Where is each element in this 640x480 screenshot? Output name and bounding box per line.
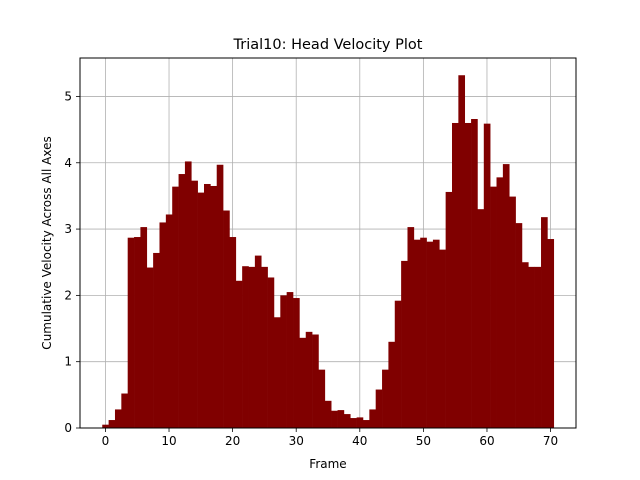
x-axis-ticks: 0 10 20 30 40 50 60 70 xyxy=(102,428,558,448)
bar xyxy=(140,227,148,428)
bar xyxy=(490,186,497,428)
bar xyxy=(216,164,224,428)
bar xyxy=(382,369,389,428)
bar xyxy=(146,267,154,428)
y-tick-label: 1 xyxy=(64,355,72,369)
x-tick-label: 70 xyxy=(543,434,558,448)
bar xyxy=(343,414,351,428)
bar xyxy=(420,237,427,428)
bar xyxy=(369,409,376,428)
bar xyxy=(356,417,364,428)
bar xyxy=(184,161,192,428)
bar xyxy=(153,252,160,428)
bar xyxy=(331,410,338,428)
bar xyxy=(445,191,453,428)
x-tick-label: 10 xyxy=(161,434,176,448)
bar xyxy=(401,260,408,428)
bar xyxy=(407,227,415,428)
bar xyxy=(324,400,332,428)
bar xyxy=(248,266,256,428)
x-tick-label: 20 xyxy=(225,434,240,448)
y-axis-ticks: 0 1 2 3 4 5 xyxy=(64,89,80,435)
bar xyxy=(127,237,135,428)
x-tick-label: 0 xyxy=(102,434,110,448)
bar xyxy=(261,266,268,428)
bar xyxy=(471,119,478,428)
bar xyxy=(337,410,345,428)
bar xyxy=(541,217,548,428)
x-axis-label: Frame xyxy=(309,457,346,471)
y-tick-label: 4 xyxy=(64,156,72,170)
bar xyxy=(121,393,128,428)
x-tick-label: 50 xyxy=(416,434,431,448)
bar xyxy=(547,239,555,428)
bar xyxy=(223,210,230,428)
bar xyxy=(273,317,281,428)
bar xyxy=(413,239,421,428)
y-tick-label: 5 xyxy=(64,89,72,103)
bar xyxy=(293,298,300,428)
y-tick-label: 2 xyxy=(64,288,72,302)
bar xyxy=(280,295,287,428)
bar xyxy=(350,418,357,428)
bar xyxy=(286,292,294,428)
bar xyxy=(134,237,141,428)
bar xyxy=(509,196,516,428)
bar xyxy=(254,255,262,428)
bar xyxy=(426,241,434,428)
bar xyxy=(375,389,383,428)
bar xyxy=(204,183,211,428)
plot-frame xyxy=(79,57,577,429)
x-tick-label: 30 xyxy=(289,434,304,448)
bar xyxy=(515,223,523,428)
bar xyxy=(229,237,237,428)
bar xyxy=(159,222,167,428)
bar xyxy=(439,249,446,428)
bar xyxy=(502,164,510,428)
bar xyxy=(432,239,440,428)
bar xyxy=(242,266,249,428)
bar xyxy=(299,337,307,428)
bar xyxy=(458,75,466,428)
y-tick-label: 3 xyxy=(64,222,72,236)
bar xyxy=(394,300,402,428)
x-tick-label: 40 xyxy=(352,434,367,448)
bar xyxy=(534,266,542,428)
bar xyxy=(210,185,218,428)
bar xyxy=(477,209,485,428)
bar xyxy=(165,214,173,428)
bar xyxy=(496,177,504,428)
x-tick-label: 60 xyxy=(479,434,494,448)
bar xyxy=(172,186,179,428)
bar xyxy=(464,122,472,428)
bar xyxy=(102,424,109,428)
bar xyxy=(191,180,198,428)
y-tick-label: 0 xyxy=(64,421,72,435)
bar xyxy=(235,280,243,428)
bars xyxy=(102,75,555,428)
bar xyxy=(305,331,313,428)
bar xyxy=(452,122,459,428)
bar xyxy=(114,409,122,428)
bar xyxy=(388,341,396,428)
bar xyxy=(362,420,370,428)
bar xyxy=(318,369,326,428)
bar xyxy=(483,123,491,428)
bar xyxy=(178,174,186,428)
bar xyxy=(197,192,205,428)
chart-title: Trial10: Head Velocity Plot xyxy=(233,37,423,53)
y-axis-label: Cumulative Velocity Across All Axes xyxy=(40,136,54,349)
bar xyxy=(528,266,535,428)
bar xyxy=(267,277,275,428)
bar xyxy=(521,262,529,428)
bar xyxy=(108,420,116,428)
bar xyxy=(312,334,319,428)
